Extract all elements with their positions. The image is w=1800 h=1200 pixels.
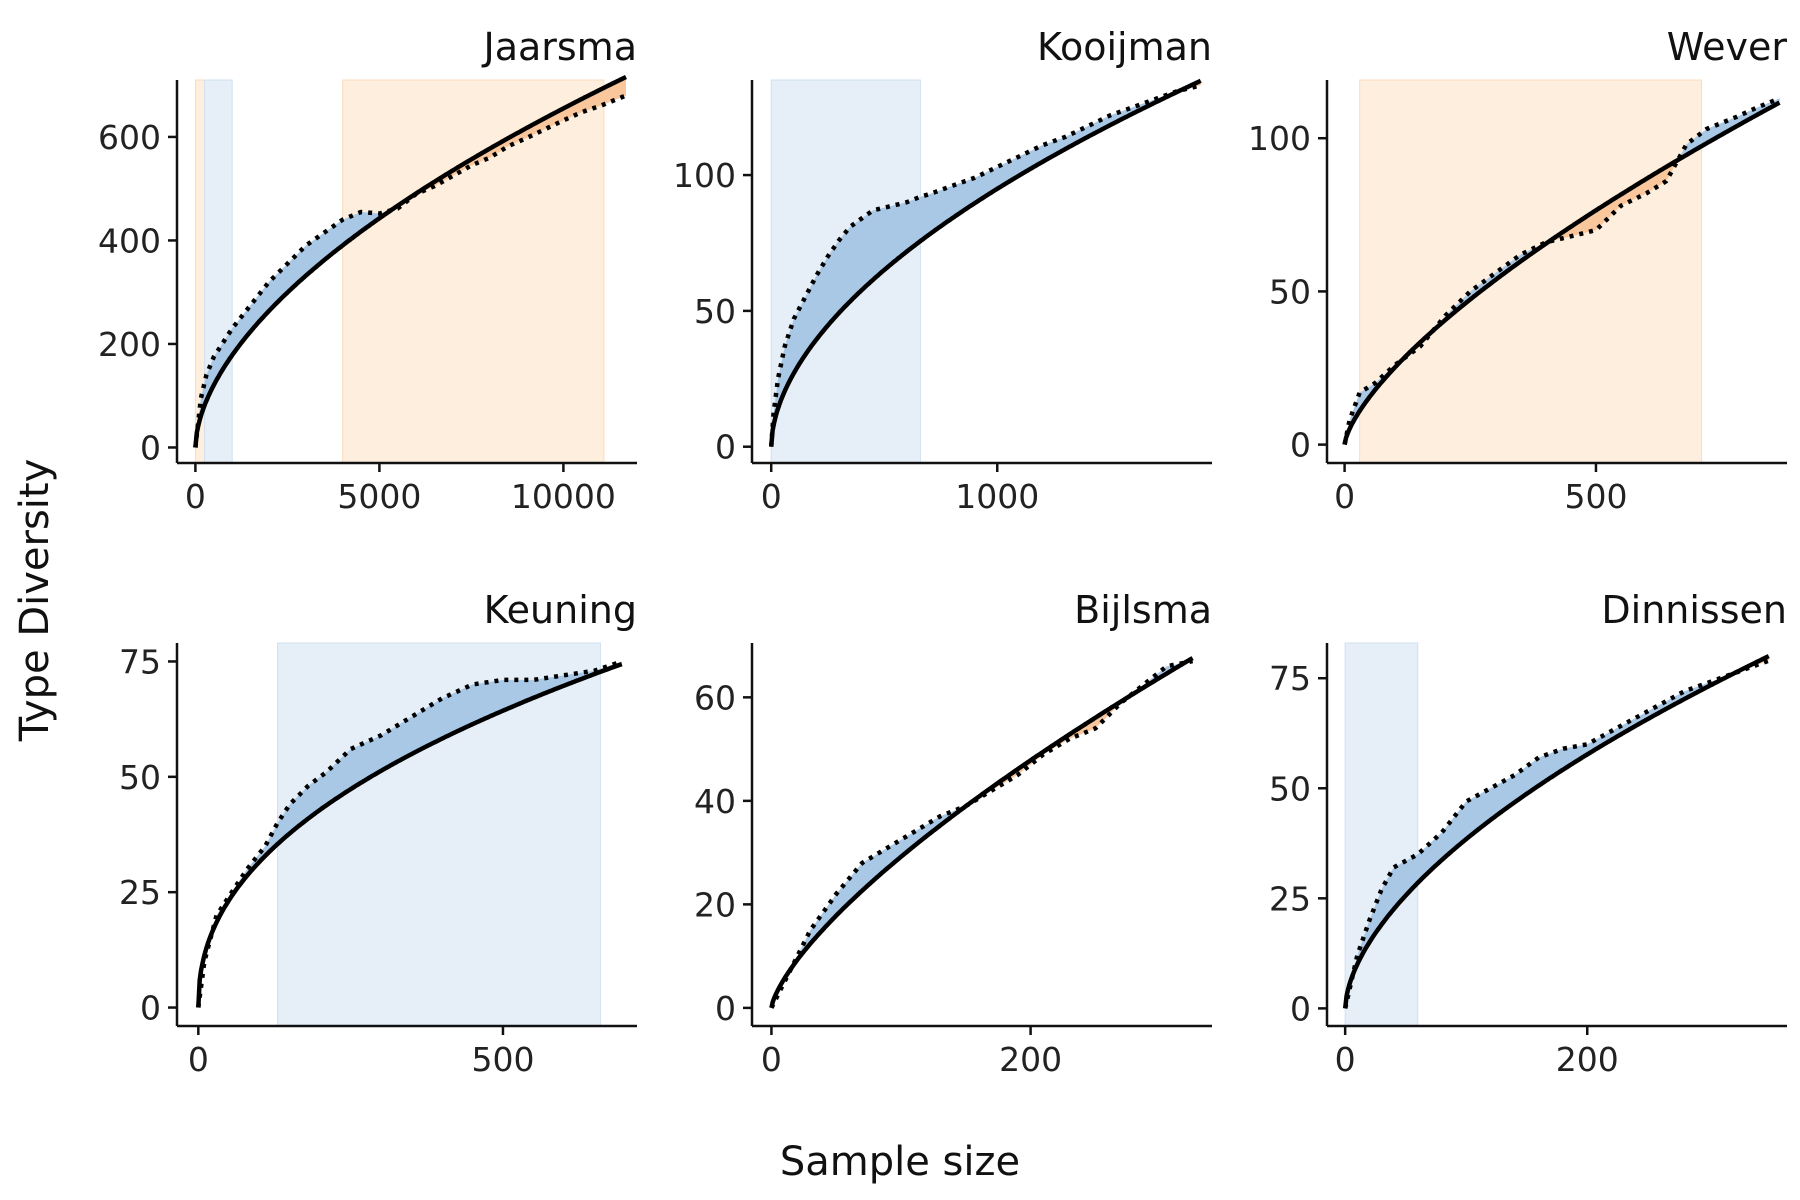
x-tick-label: 0 bbox=[188, 1040, 209, 1079]
y-tick-label: 100 bbox=[673, 156, 736, 195]
x-axis-label: Sample size bbox=[780, 1139, 1020, 1185]
panel-title: Wever bbox=[1667, 25, 1788, 69]
panel-keuning: 0 500 0 25 50 75 Keuning bbox=[119, 588, 637, 1079]
y-tick-label: 40 bbox=[694, 782, 736, 821]
y-tick-label: 75 bbox=[119, 642, 161, 681]
observed-curve bbox=[1343, 658, 1770, 1009]
y-tick-label: 50 bbox=[1269, 769, 1311, 808]
observed-curve bbox=[193, 93, 627, 448]
expected-curve bbox=[1342, 100, 1781, 446]
x-tick-label: 200 bbox=[1556, 1040, 1619, 1079]
panel-title: Jaarsma bbox=[481, 25, 637, 69]
y-tick-label: 50 bbox=[1269, 272, 1311, 311]
panel-wever: 0 500 0 50 100 Wever bbox=[1248, 25, 1787, 516]
y-tick-label: 25 bbox=[1269, 879, 1311, 918]
expected-curve bbox=[193, 74, 627, 448]
x-tick-label: 0 bbox=[761, 477, 782, 516]
y-tick-label: 0 bbox=[1290, 989, 1311, 1028]
x-tick-label: 10000 bbox=[511, 477, 616, 516]
x-tick-label: 0 bbox=[1334, 477, 1355, 516]
panel-dinnissen: 0 200 0 25 50 75 Dinnissen bbox=[1269, 588, 1787, 1079]
x-tick-label: 1000 bbox=[955, 477, 1039, 516]
observed-curve bbox=[768, 83, 1202, 447]
y-tick-label: 50 bbox=[119, 758, 161, 797]
x-tick-label: 0 bbox=[761, 1040, 782, 1079]
x-tick-label: 200 bbox=[999, 1040, 1062, 1079]
x-tick-label: 500 bbox=[1564, 477, 1627, 516]
panel-title: Dinnissen bbox=[1601, 588, 1787, 632]
panel-title: Bijlsma bbox=[1074, 588, 1212, 632]
expected-curve bbox=[1342, 654, 1770, 1009]
y-tick-label: 600 bbox=[98, 118, 161, 157]
panel-title: Kooijman bbox=[1037, 25, 1212, 69]
y-tick-label: 400 bbox=[98, 221, 161, 260]
panel-title: Keuning bbox=[484, 588, 637, 632]
expected-curve bbox=[196, 661, 623, 1008]
y-tick-label: 100 bbox=[1248, 119, 1311, 158]
x-tick-label: 5000 bbox=[337, 477, 421, 516]
highlight-band bbox=[1359, 79, 1703, 464]
x-tick-label: 0 bbox=[1335, 1040, 1356, 1079]
y-tick-label: 20 bbox=[694, 885, 736, 924]
y-axis-label: Type Diversity bbox=[12, 459, 58, 743]
x-tick-label: 500 bbox=[471, 1040, 534, 1079]
highlight-band bbox=[204, 79, 233, 464]
difference-fill-above bbox=[213, 661, 622, 930]
y-tick-label: 0 bbox=[140, 428, 161, 467]
y-tick-label: 0 bbox=[1290, 426, 1311, 465]
y-tick-label: 200 bbox=[98, 325, 161, 364]
y-tick-label: 60 bbox=[694, 678, 736, 717]
y-tick-label: 50 bbox=[694, 292, 736, 331]
difference-fill-above bbox=[792, 805, 968, 967]
x-tick-label: 0 bbox=[185, 477, 206, 516]
difference-fill-above bbox=[1346, 358, 1404, 436]
observed-curve bbox=[196, 659, 623, 1008]
panel-jaarsma: 0 5000 10000 0 200 400 600 Jaarsma bbox=[98, 25, 637, 516]
y-tick-label: 0 bbox=[715, 989, 736, 1028]
observed-curve bbox=[1342, 96, 1781, 446]
observed-curve bbox=[769, 658, 1194, 1009]
y-tick-label: 0 bbox=[715, 428, 736, 467]
panel-kooijman: 0 1000 0 50 100 Kooijman bbox=[673, 25, 1212, 516]
y-tick-label: 0 bbox=[140, 989, 161, 1028]
y-tick-label: 75 bbox=[1269, 659, 1311, 698]
panel-bijlsma: 0 200 0 20 40 60 Bijlsma bbox=[694, 588, 1212, 1079]
y-tick-label: 25 bbox=[119, 873, 161, 912]
expected-curve bbox=[768, 78, 1202, 447]
expected-curve bbox=[769, 656, 1194, 1009]
highlight-band bbox=[342, 79, 605, 464]
difference-fill-above bbox=[771, 89, 1182, 447]
